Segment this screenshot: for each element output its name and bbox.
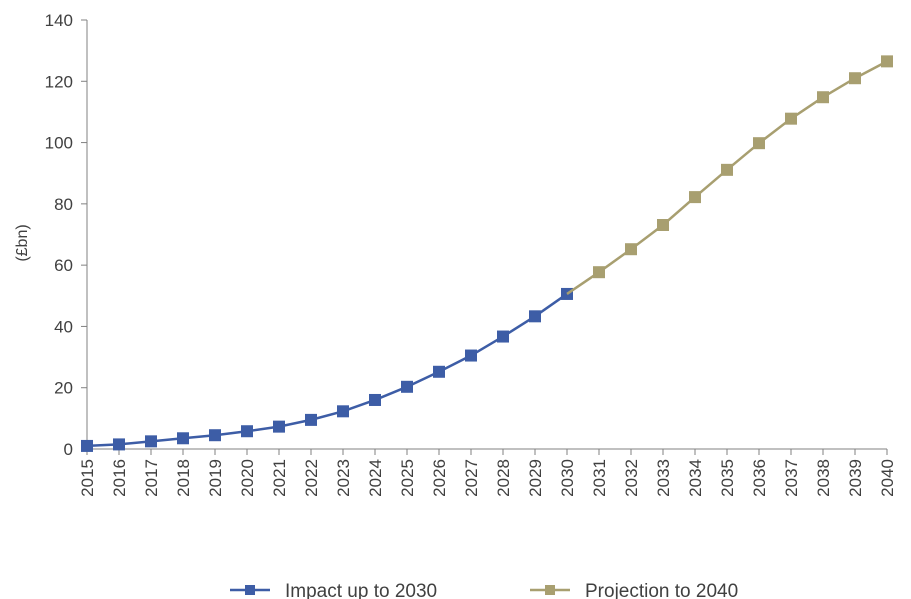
data-point: [401, 380, 413, 393]
legend-marker: [545, 585, 555, 595]
x-tick-label: 2025: [398, 459, 417, 497]
x-tick-label: 2036: [750, 459, 769, 497]
legend-label: Projection to 2040: [585, 581, 738, 599]
data-point: [785, 112, 797, 125]
y-axis-label: (£bn): [14, 224, 31, 261]
x-tick-label: 2016: [110, 459, 129, 497]
data-point: [753, 137, 765, 150]
y-tick-label: 100: [45, 134, 73, 153]
x-tick-label: 2031: [590, 459, 609, 497]
data-point: [529, 310, 541, 323]
x-tick-label: 2038: [814, 459, 833, 497]
data-point: [81, 439, 93, 452]
data-point: [497, 330, 509, 343]
series-line: [566, 60, 888, 295]
x-axis: 2015 2016 2017 2018 2019 2020 2021 2022 2023 2024…: [78, 448, 897, 497]
data-point: [689, 191, 701, 204]
y-tick-label: 0: [64, 440, 73, 459]
data-point: [305, 413, 317, 426]
data-point: [209, 429, 221, 442]
x-tick-label: 2020: [238, 459, 257, 497]
legend-marker: [245, 585, 255, 595]
y-tick-label: 20: [54, 379, 73, 398]
data-point: [721, 163, 733, 176]
y-tick-label: 120: [45, 72, 73, 91]
y-tick-label: 60: [54, 256, 73, 275]
x-tick-label: 2034: [686, 459, 705, 497]
x-tick-label: 2018: [174, 459, 193, 497]
x-tick-label: 2022: [302, 459, 321, 497]
y-tick-label: 80: [54, 195, 73, 214]
y-tick-label: 40: [54, 317, 73, 336]
x-tick-label: 2028: [494, 459, 513, 497]
y-axis: 0 20 40 60 80 100 120 140: [45, 11, 88, 459]
series-1: [566, 55, 893, 295]
x-tick-label: 2019: [206, 459, 225, 497]
data-point: [113, 438, 125, 451]
x-tick-label: 2039: [846, 459, 865, 497]
x-tick-label: 2033: [654, 459, 673, 497]
x-tick-label: 2027: [462, 459, 481, 497]
legend-item: Projection to 2040: [530, 581, 738, 599]
x-tick-label: 2037: [782, 459, 801, 497]
x-tick-label: 2026: [430, 459, 449, 497]
data-point: [273, 420, 285, 433]
data-point: [625, 243, 637, 256]
data-point: [433, 365, 445, 378]
data-point: [657, 219, 669, 232]
data-point: [241, 425, 253, 438]
data-point: [145, 435, 157, 448]
x-tick-label: 2040: [878, 459, 897, 497]
legend: Impact up to 2030 Projection to 2040: [230, 581, 738, 599]
x-tick-label: 2017: [142, 459, 161, 497]
x-tick-label: 2030: [558, 459, 577, 497]
x-tick-label: 2032: [622, 459, 641, 497]
x-tick-label: 2035: [718, 459, 737, 497]
legend-item: Impact up to 2030: [230, 581, 437, 599]
x-tick-label: 2021: [270, 459, 289, 497]
x-tick-label: 2024: [366, 459, 385, 497]
data-point: [337, 405, 349, 418]
data-point: [817, 91, 829, 104]
data-point: [177, 432, 189, 445]
x-tick-label: 2015: [78, 459, 97, 497]
series-0: [81, 287, 573, 452]
data-point: [465, 349, 477, 362]
series-layer: [81, 55, 893, 452]
data-point: [369, 393, 381, 406]
series-line: [86, 292, 568, 448]
x-tick-label: 2023: [334, 459, 353, 497]
data-point: [881, 55, 893, 68]
x-tick-label: 2029: [526, 459, 545, 497]
data-point: [849, 72, 861, 85]
data-point: [593, 266, 605, 279]
legend-label: Impact up to 2030: [285, 581, 437, 599]
y-tick-label: 140: [45, 11, 73, 30]
